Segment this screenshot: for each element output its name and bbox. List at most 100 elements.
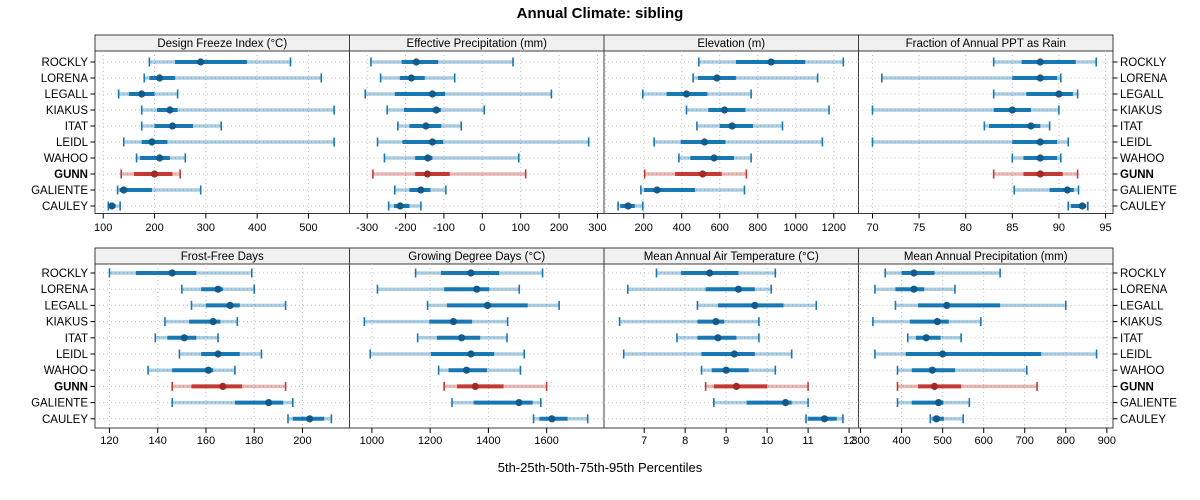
station-label-left: GALIENTE <box>31 398 88 410</box>
median-dot <box>214 285 222 293</box>
median-dot <box>168 269 176 277</box>
station-label-right: CAULEY <box>1120 201 1166 213</box>
panel-title: Elevation (m) <box>697 38 765 50</box>
median-dot <box>1036 138 1044 146</box>
x-tick-label: 10 <box>761 435 773 447</box>
median-dot <box>204 366 212 374</box>
x-tick-label: 80 <box>960 222 972 234</box>
median-dot <box>166 106 174 114</box>
median-dot <box>1008 106 1016 114</box>
median-dot <box>1055 90 1063 98</box>
x-tick-label: 400 <box>673 222 691 234</box>
station-label-right: LEIDL <box>1120 349 1153 361</box>
median-dot <box>653 186 661 194</box>
x-tick-label: 180 <box>245 435 263 447</box>
median-dot <box>428 138 437 146</box>
station-label-right: WAHOO <box>1120 153 1164 165</box>
x-tick-label: 1000 <box>784 222 808 234</box>
median-dot <box>732 382 740 390</box>
median-dot <box>423 170 432 178</box>
median-dot <box>706 269 714 277</box>
median-dot <box>156 154 164 162</box>
median-dot <box>751 301 759 309</box>
station-label-right: ITAT <box>1120 121 1143 133</box>
station-label-right: LEGALL <box>1120 89 1164 101</box>
median-dot <box>700 138 709 146</box>
station-label-right: CAULEY <box>1120 414 1166 426</box>
x-tick-label: 1400 <box>476 435 500 447</box>
median-dot <box>714 334 722 342</box>
median-dot <box>682 90 691 98</box>
median-dot <box>932 415 941 423</box>
median-dot <box>306 415 314 423</box>
station-label-left: ITAT <box>65 121 88 133</box>
x-tick-label: 100 <box>512 222 530 234</box>
median-dot <box>1036 74 1044 82</box>
station-label-right: LORENA <box>1120 284 1168 296</box>
median-dot <box>699 170 707 178</box>
x-tick-label: 200 <box>293 435 311 447</box>
x-tick-label: 85 <box>1006 222 1018 234</box>
x-tick-label: 1200 <box>822 222 846 234</box>
median-dot <box>467 350 475 358</box>
x-tick-label: 300 <box>588 222 606 234</box>
station-label-right: ITAT <box>1120 333 1143 345</box>
median-dot <box>930 382 939 390</box>
x-tick-label: 75 <box>913 222 925 234</box>
panel-mean-annual-air-temperature-c-: Mean Annual Air Temperature (°C) 7 8 9 10 11 1… <box>603 247 859 447</box>
panel-elevation-m-: Elevation (m) 200 400 600 800 1000 1200 <box>603 34 859 234</box>
station-label-left: GUNN <box>54 381 88 393</box>
median-dot <box>1027 122 1035 130</box>
station-label-right: WAHOO <box>1120 365 1164 377</box>
median-dot <box>120 186 128 194</box>
station-label-right: GUNN <box>1120 169 1154 181</box>
median-dot <box>407 74 415 82</box>
x-tick-label: 120 <box>100 435 118 447</box>
median-dot <box>820 415 829 423</box>
station-label-right: GALIENTE <box>1120 398 1177 410</box>
x-tick-label: 140 <box>149 435 167 447</box>
station-label-left: LEGALL <box>45 300 89 312</box>
station-label-left: ROCKLY <box>42 268 89 280</box>
x-tick-label: 12 <box>843 435 855 447</box>
x-tick-label: 300 <box>851 435 869 447</box>
x-tick-label: 500 <box>299 222 317 234</box>
median-dot <box>422 122 430 130</box>
station-label-left: LORENA <box>41 284 89 296</box>
station-label-right: ROCKLY <box>1120 268 1167 280</box>
panel-title: Growing Degree Days (°C) <box>408 251 545 263</box>
median-dot <box>471 382 479 390</box>
x-tick-label: 400 <box>248 222 266 234</box>
x-tick-label: 9 <box>723 435 729 447</box>
panel-fraction-of-annual-ppt-as-rain: Fraction of Annual PPT as Rain 70 75 80 85 90… <box>858 34 1114 234</box>
station-label-right: KIAKUS <box>1120 317 1163 329</box>
chart-title: Annual Climate: sibling <box>517 5 684 22</box>
median-dot <box>515 399 523 407</box>
x-tick-label: 800 <box>749 222 767 234</box>
median-dot <box>180 334 188 342</box>
station-label-right: KIAKUS <box>1120 105 1163 117</box>
panel-box <box>349 50 605 214</box>
median-dot <box>265 399 273 407</box>
station-label-left: ITAT <box>65 333 88 345</box>
panel-title: Frost-Free Days <box>181 251 264 263</box>
x-tick-label: 1000 <box>360 435 384 447</box>
x-tick-label: 600 <box>975 435 993 447</box>
x-tick-label: -300 <box>356 222 378 234</box>
median-dot <box>138 90 146 98</box>
panel-box <box>603 263 859 429</box>
panel-title: Fraction of Annual PPT as Rain <box>906 38 1066 50</box>
median-dot <box>1078 202 1086 210</box>
x-tick-label: -100 <box>433 222 455 234</box>
median-dot <box>910 285 918 293</box>
station-label-left: LORENA <box>41 73 89 85</box>
median-dot <box>168 122 177 130</box>
station-label-left: LEIDL <box>56 349 89 361</box>
median-dot <box>910 269 918 277</box>
station-label-left: CAULEY <box>42 414 88 426</box>
x-tick-label: 200 <box>145 222 163 234</box>
axis-caption: 5th-25th-50th-75th-95th Percentiles <box>498 460 703 475</box>
median-dot <box>1036 170 1044 178</box>
station-labels-layer: ROCKLY ROCKLY LORENA LORENA LEGALL LEGALL KIAK… <box>31 57 1177 426</box>
